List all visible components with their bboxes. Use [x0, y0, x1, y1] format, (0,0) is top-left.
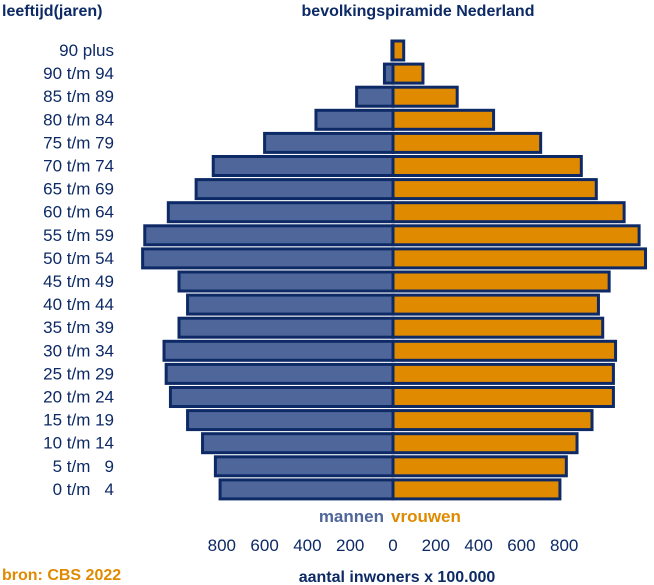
legend-mannen: mannen — [319, 507, 384, 526]
age-label: 65 t/m 69 — [43, 180, 114, 199]
bar-mannen — [355, 85, 395, 108]
bar-mannen — [166, 201, 395, 224]
age-label: 35 t/m 39 — [43, 318, 114, 337]
bar-vrouwen — [391, 108, 496, 131]
age-label: 60 t/m 64 — [43, 203, 114, 222]
age-label: 40 t/m 44 — [43, 295, 114, 314]
x-tick-label: 400 — [464, 536, 492, 555]
bar-mannen — [211, 155, 395, 177]
y-axis-title: leeftijd(jaren) — [2, 3, 102, 20]
bar-mannen — [177, 316, 395, 339]
age-label: 90 t/m 94 — [43, 64, 114, 83]
bar-mannen — [141, 247, 395, 270]
bar-mannen — [201, 432, 395, 455]
bar-vrouwen — [391, 432, 579, 455]
x-tick-label: 800 — [208, 536, 236, 555]
bar-vrouwen — [391, 293, 600, 316]
x-axis-title: aantal inwoners x 100.000 — [299, 569, 496, 585]
bar-vrouwen — [391, 409, 594, 432]
chart-title: bevolkingspiramide Nederland — [302, 3, 535, 20]
bar-vrouwen — [391, 224, 641, 247]
bar-vrouwen — [391, 155, 583, 177]
bar-vrouwen — [391, 85, 459, 108]
age-label: 90 plus — [59, 41, 114, 60]
age-label: 15 t/m 19 — [43, 411, 114, 430]
bar-mannen — [162, 339, 395, 362]
bar-mannen — [263, 131, 395, 154]
bar-vrouwen — [391, 178, 598, 201]
x-ticks-group: 800 600 400 200 0 200 400 600 800 — [208, 536, 579, 555]
bar-vrouwen — [391, 270, 611, 293]
bar-vrouwen — [391, 39, 406, 62]
x-tick-label: 400 — [293, 536, 321, 555]
bar-vrouwen — [391, 247, 648, 270]
age-label: 10 t/m 14 — [43, 434, 114, 453]
age-label: 70 t/m 74 — [43, 157, 114, 176]
bars-group — [141, 39, 648, 501]
bar-mannen — [314, 108, 395, 131]
legend-vrouwen: vrouwen — [391, 507, 461, 526]
age-label: 45 t/m 49 — [43, 272, 114, 291]
bar-mannen — [194, 178, 395, 201]
source-label: bron: CBS 2022 — [2, 567, 121, 584]
bar-vrouwen — [391, 339, 618, 362]
bar-vrouwen — [391, 362, 615, 385]
bar-mannen — [168, 386, 395, 408]
bar-vrouwen — [391, 201, 626, 224]
x-tick-label: 600 — [250, 536, 278, 555]
bar-vrouwen — [391, 316, 605, 339]
age-label: 50 t/m 54 — [43, 249, 114, 268]
bar-mannen — [164, 362, 395, 385]
bar-vrouwen — [391, 478, 562, 501]
age-label: 80 t/m 84 — [43, 110, 114, 129]
age-label: 75 t/m 79 — [43, 133, 114, 152]
age-labels-group: 0 t/m 4 5 t/m 9 10 t/m 14 15 t/m 19 20 t/m 2… — [43, 41, 114, 499]
age-label: 25 t/m 29 — [43, 364, 114, 383]
bar-mannen — [186, 409, 395, 432]
bar-mannen — [177, 270, 395, 293]
bar-mannen — [213, 455, 395, 478]
age-label: 20 t/m 24 — [43, 388, 114, 407]
bar-mannen — [218, 478, 395, 501]
x-tick-label: 600 — [507, 536, 535, 555]
bar-vrouwen — [391, 386, 615, 408]
bar-mannen — [186, 293, 395, 316]
age-label: 0 t/m 4 — [53, 480, 114, 499]
bar-mannen — [143, 224, 395, 247]
age-label: 55 t/m 59 — [43, 226, 114, 245]
bar-vrouwen — [391, 455, 568, 478]
bar-vrouwen — [391, 131, 543, 154]
bar-vrouwen — [391, 62, 425, 85]
age-label: 30 t/m 34 — [43, 341, 114, 360]
age-label: 85 t/m 89 — [43, 87, 114, 106]
x-tick-label: 800 — [550, 536, 578, 555]
age-label: 5 t/m 9 — [53, 457, 114, 476]
x-tick-label: 200 — [336, 536, 364, 555]
x-tick-label: 0 — [388, 536, 397, 555]
x-tick-label: 200 — [422, 536, 450, 555]
